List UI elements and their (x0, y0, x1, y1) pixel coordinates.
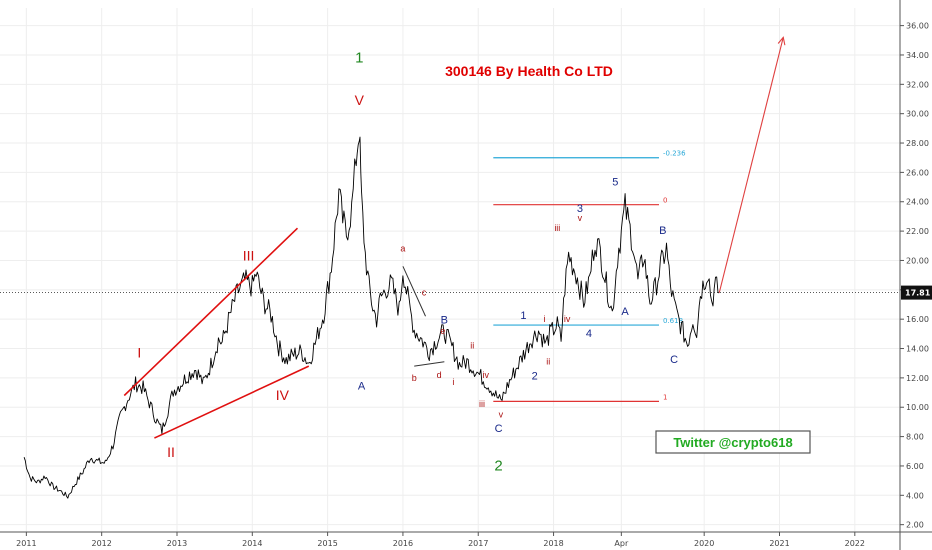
wave-label: A (358, 381, 366, 393)
last-price-label: 17.81 (905, 289, 931, 298)
fibonacci-levels: -0.236 0 0.618 1 (493, 150, 686, 402)
x-tick-label: 2015 (317, 539, 337, 548)
wave-label: iii (554, 223, 560, 233)
x-tick-label: 2020 (694, 539, 714, 548)
wave-label: v (499, 410, 504, 420)
fib-level-label: 0 (663, 197, 667, 205)
wave-label: 1 (355, 49, 363, 66)
projection-arrow-shaft (718, 37, 784, 293)
wave-label: A (621, 306, 629, 318)
chart-title: 300146 By Health Co LTD (445, 63, 613, 79)
wave-label: I (137, 344, 141, 360)
wave-label: iv (483, 370, 490, 380)
wave-label: 3 (577, 203, 583, 215)
y-tick-label: 10.00 (906, 403, 929, 412)
last-price-tag (901, 285, 932, 300)
wave-label: V (355, 92, 365, 108)
y-tick-label: 28.00 (906, 139, 929, 148)
price-line (23, 136, 720, 499)
wave-label: IV (276, 387, 290, 403)
fib-level-label: 0.618 (663, 317, 683, 325)
projection-arrow-head (777, 36, 786, 46)
trend-lines (123, 36, 786, 439)
x-tick-label: 2018 (543, 539, 563, 548)
wave-label: C (670, 354, 678, 366)
y-tick-label: 4.00 (906, 491, 924, 500)
x-tick-label: 2014 (242, 539, 262, 548)
twitter-handle: Twitter @crypto618 (673, 435, 792, 450)
x-tick-label: 2012 (91, 539, 111, 548)
x-tick-label: 2016 (393, 539, 413, 548)
x-tick-label: 2021 (769, 539, 789, 548)
wave-label: e (440, 326, 445, 336)
fib-level-label: 1 (663, 393, 667, 401)
wave-label: v (578, 213, 583, 223)
wave-label: i (544, 314, 546, 324)
wave-label: C (495, 423, 503, 435)
trend-line (154, 365, 310, 439)
y-tick-label: 34.00 (906, 51, 929, 60)
price-series (0, 136, 900, 499)
wave-label: 1 (520, 310, 526, 322)
wave-label: II (167, 444, 175, 460)
trend-line (414, 361, 445, 367)
wave-label: ii (470, 341, 474, 351)
wave-label: ii (546, 357, 550, 367)
wave-label: d (437, 370, 442, 380)
wave-label: B (659, 225, 666, 237)
trend-line (402, 266, 426, 317)
wave-label: iv (564, 314, 571, 324)
wave-label: c (422, 288, 427, 298)
y-tick-label: 20.00 (906, 256, 929, 265)
wave-label: i (452, 377, 454, 387)
wave-label: 2 (494, 457, 502, 474)
y-tick-label: 8.00 (906, 433, 924, 442)
x-tick-label: Apr (614, 539, 629, 548)
y-tick-label: 24.00 (906, 198, 929, 207)
y-tick-label: 26.00 (906, 168, 929, 177)
x-tick-label: 2013 (167, 539, 187, 548)
wave-label: III (243, 247, 255, 263)
y-tick-label: 6.00 (906, 462, 924, 471)
x-tick-label: 2022 (845, 539, 865, 548)
y-tick-label: 32.00 (906, 80, 929, 89)
y-tick-label: 22.00 (906, 227, 929, 236)
x-tick-label: 2017 (468, 539, 488, 548)
grid (0, 8, 900, 532)
twitter-handle-box: Twitter @crypto618 (655, 430, 811, 454)
wave-label: 5 (612, 177, 618, 189)
fib-level-label: -0.236 (663, 150, 686, 158)
y-tick-label: 14.00 (906, 345, 929, 354)
wave-label: 4 (586, 328, 592, 340)
wave-label: b (412, 373, 417, 383)
wave-label: B (441, 315, 448, 327)
y-tick-label: 16.00 (906, 315, 929, 324)
y-tick-label: 30.00 (906, 110, 929, 119)
y-tick-label: 12.00 (906, 374, 929, 383)
wave-label: iii (479, 399, 485, 409)
y-tick-label: 36.00 (906, 22, 929, 31)
x-tick-label: 2011 (16, 539, 36, 548)
wave-label: a (400, 244, 405, 254)
trend-line (123, 227, 299, 397)
y-tick-label: 2.00 (906, 521, 924, 530)
wave-label: 2 (532, 370, 538, 382)
